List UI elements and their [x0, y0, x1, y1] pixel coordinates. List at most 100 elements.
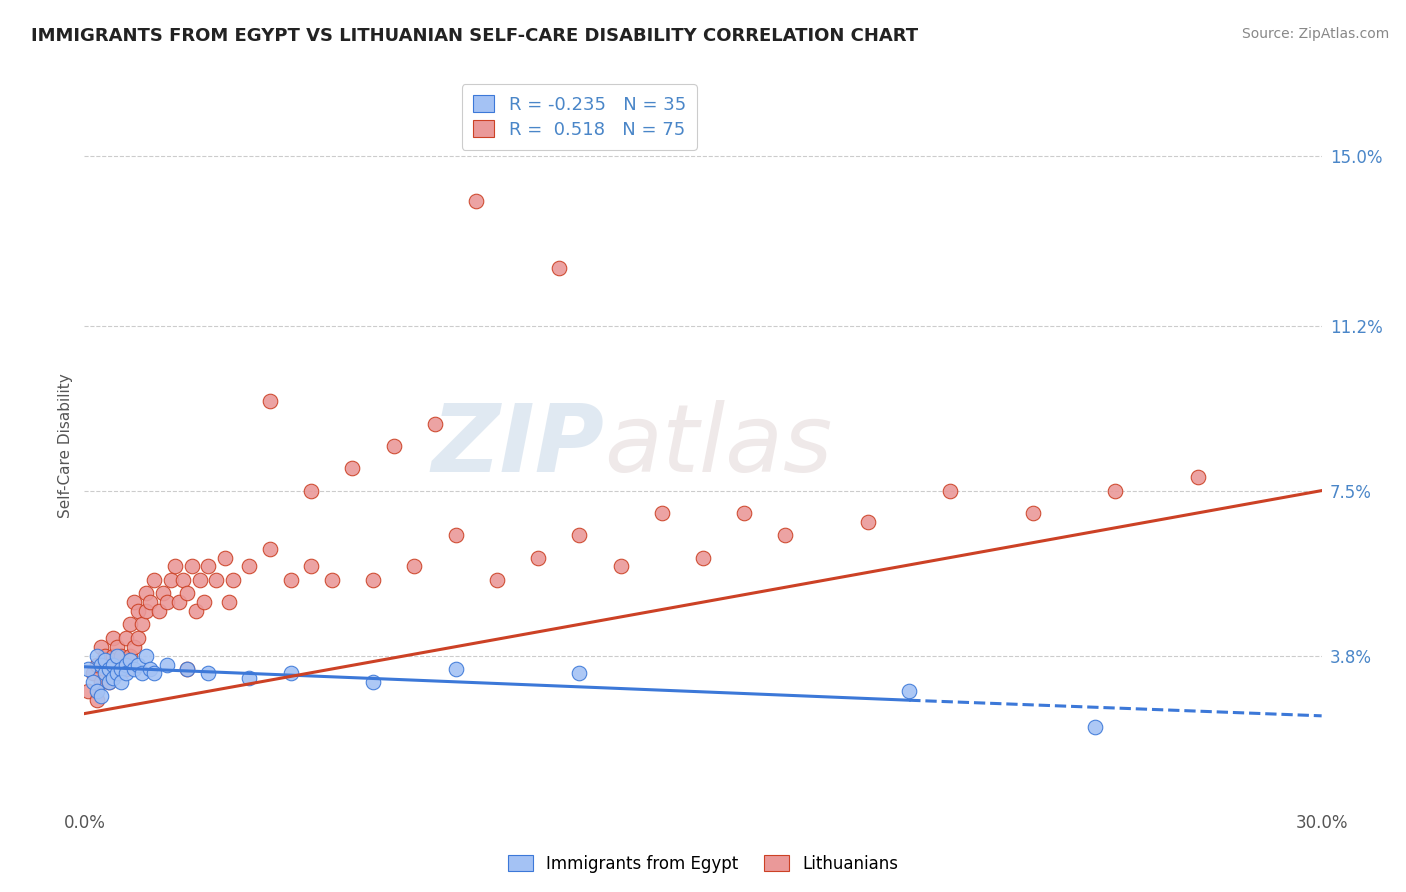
Point	[110, 648, 132, 663]
Point	[118, 653, 141, 667]
Point	[98, 662, 121, 676]
Point	[939, 483, 962, 498]
Point	[86, 684, 108, 698]
Point	[184, 604, 207, 618]
Point	[103, 631, 125, 645]
Point	[172, 573, 194, 587]
Point	[103, 657, 125, 672]
Point	[259, 394, 281, 409]
Point	[547, 260, 569, 275]
Point	[156, 595, 179, 609]
Point	[692, 550, 714, 565]
Point	[423, 417, 446, 431]
Point	[527, 550, 550, 565]
Text: Source: ZipAtlas.com: Source: ZipAtlas.com	[1241, 27, 1389, 41]
Point	[86, 693, 108, 707]
Point	[222, 573, 245, 587]
Point	[105, 648, 128, 663]
Point	[280, 666, 302, 681]
Point	[103, 671, 125, 685]
Point	[86, 648, 108, 663]
Point	[898, 684, 921, 698]
Text: IMMIGRANTS FROM EGYPT VS LITHUANIAN SELF-CARE DISABILITY CORRELATION CHART: IMMIGRANTS FROM EGYPT VS LITHUANIAN SELF…	[31, 27, 918, 45]
Point	[568, 666, 591, 681]
Point	[110, 657, 132, 672]
Point	[139, 595, 162, 609]
Point	[135, 648, 157, 663]
Point	[118, 648, 141, 663]
Point	[609, 559, 631, 574]
Point	[131, 666, 153, 681]
Point	[361, 675, 384, 690]
Point	[193, 595, 215, 609]
Point	[775, 528, 797, 542]
Point	[299, 483, 322, 498]
Point	[568, 528, 591, 542]
Point	[118, 617, 141, 632]
Point	[86, 657, 108, 672]
Point	[218, 595, 240, 609]
Point	[238, 559, 260, 574]
Point	[856, 515, 879, 529]
Point	[176, 662, 198, 676]
Point	[160, 573, 183, 587]
Point	[280, 573, 302, 587]
Point	[127, 657, 149, 672]
Point	[82, 666, 104, 681]
Point	[139, 662, 162, 676]
Point	[131, 617, 153, 632]
Point	[733, 506, 755, 520]
Point	[143, 666, 166, 681]
Point	[156, 657, 179, 672]
Point	[1104, 483, 1126, 498]
Point	[382, 439, 405, 453]
Point	[485, 573, 508, 587]
Text: ZIP: ZIP	[432, 400, 605, 492]
Point	[90, 675, 112, 690]
Point	[152, 586, 174, 600]
Point	[342, 461, 364, 475]
Point	[205, 573, 228, 587]
Point	[98, 657, 121, 672]
Point	[444, 662, 467, 676]
Point	[110, 662, 132, 676]
Point	[90, 657, 112, 672]
Point	[167, 595, 190, 609]
Point	[105, 666, 128, 681]
Point	[98, 675, 121, 690]
Point	[321, 573, 343, 587]
Point	[444, 528, 467, 542]
Point	[197, 559, 219, 574]
Point	[148, 604, 170, 618]
Point	[77, 684, 100, 698]
Point	[94, 662, 117, 676]
Point	[176, 586, 198, 600]
Point	[135, 586, 157, 600]
Point	[404, 559, 426, 574]
Point	[90, 640, 112, 654]
Point	[105, 666, 128, 681]
Point	[259, 541, 281, 556]
Point	[114, 657, 136, 672]
Point	[122, 662, 145, 676]
Point	[299, 559, 322, 574]
Point	[90, 689, 112, 703]
Text: atlas: atlas	[605, 401, 832, 491]
Point	[98, 675, 121, 690]
Point	[77, 662, 100, 676]
Point	[103, 648, 125, 663]
Point	[122, 595, 145, 609]
Point	[143, 573, 166, 587]
Point	[176, 662, 198, 676]
Point	[180, 559, 202, 574]
Point	[114, 666, 136, 681]
Point	[238, 671, 260, 685]
Point	[188, 573, 211, 587]
Point	[135, 604, 157, 618]
Point	[94, 653, 117, 667]
Point	[214, 550, 236, 565]
Point	[1022, 506, 1045, 520]
Point	[197, 666, 219, 681]
Point	[465, 194, 488, 208]
Point	[361, 573, 384, 587]
